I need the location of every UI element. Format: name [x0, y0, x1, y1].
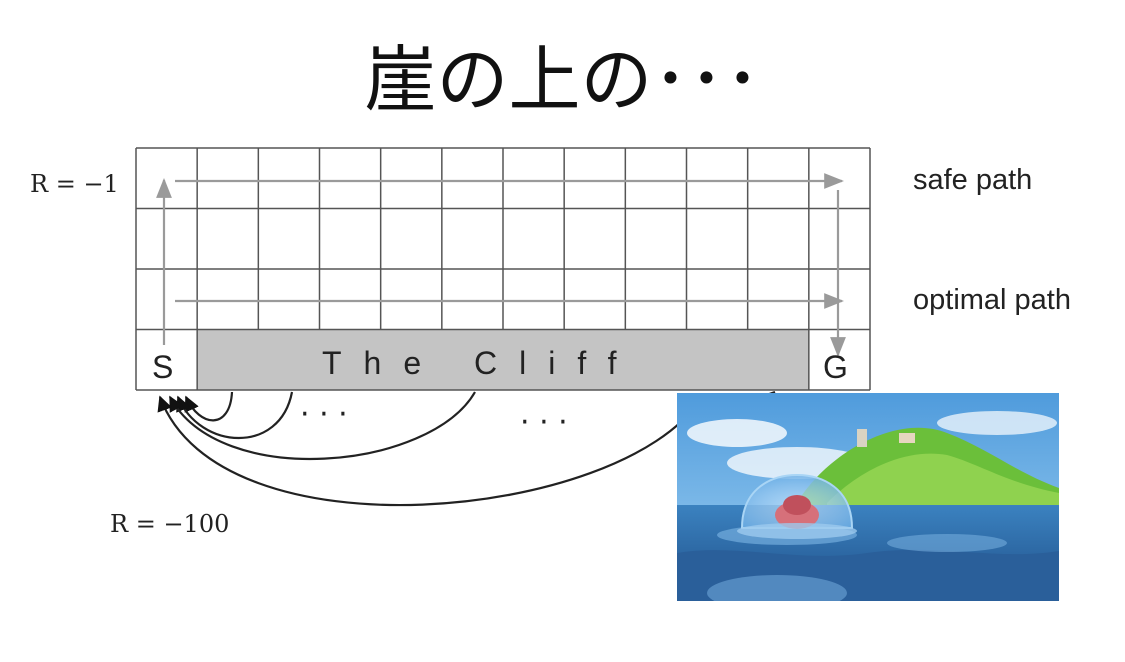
- ponyo-sea-scene-illustration: [677, 393, 1059, 601]
- reward-step-text: R = −1: [30, 170, 119, 198]
- ellipsis-right: · · ·: [520, 405, 568, 440]
- goal-label: G: [823, 349, 848, 385]
- cliff-label: The Cliff: [322, 345, 639, 381]
- ellipsis-left: · · ·: [300, 397, 348, 432]
- slide-title: 崖の上の･･･: [364, 38, 761, 122]
- grid-lines: [135, 147, 871, 391]
- start-label: S: [152, 349, 173, 385]
- ellipsis-group: · · · · · ·: [300, 397, 568, 440]
- optimal-path-label: optimal path: [913, 284, 1071, 316]
- safe-path-arrows: [156, 173, 846, 357]
- reward-step-label: R = −1: [30, 170, 119, 198]
- reward-cliff-label: R = −100: [110, 510, 229, 538]
- safe-path-label: safe path: [913, 164, 1033, 196]
- reward-cliff-text: R = −100: [110, 510, 230, 538]
- cliff-region: [197, 330, 809, 390]
- ponyo-sea-scene-image: [677, 393, 1059, 601]
